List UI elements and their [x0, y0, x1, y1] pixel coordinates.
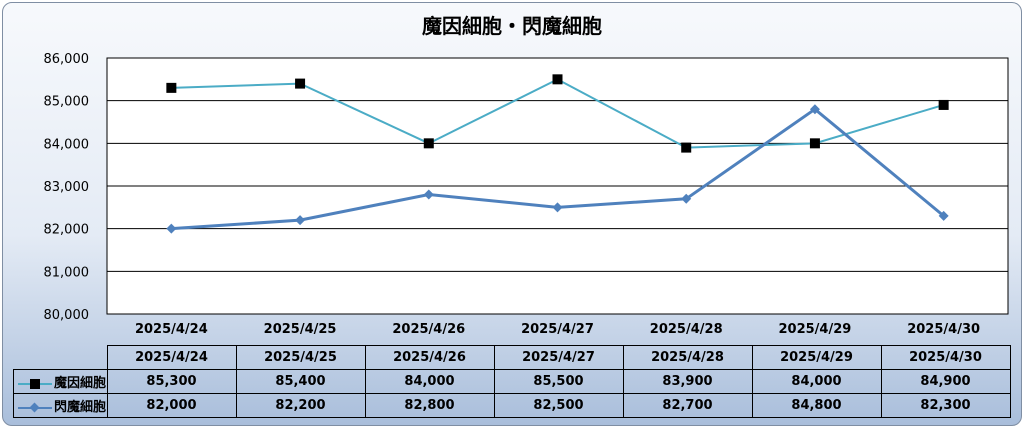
data-table-cell: 84,000	[751, 369, 882, 394]
data-table-cell: 82,200	[235, 393, 366, 418]
y-tick-label: 80,000	[44, 308, 90, 323]
data-table-category: 2025/4/30	[880, 345, 1011, 370]
legend-entry-series-2: 閃魔細胞	[13, 393, 108, 418]
data-point-square	[938, 99, 949, 110]
data-table-row-series-1: 魔因細胞 85,300 85,400 84,000 85,500 83,900 …	[13, 369, 1011, 394]
data-point-square	[295, 78, 306, 89]
y-tick-label: 82,000	[44, 223, 90, 238]
data-point-diamond	[809, 104, 820, 115]
x-tick-label: 2025/4/30	[907, 322, 980, 337]
y-tick-label: 86,000	[44, 52, 90, 67]
data-point-diamond	[552, 202, 563, 213]
x-tick-label: 2025/4/27	[521, 322, 594, 337]
data-table-cell: 82,300	[880, 393, 1011, 418]
data-table-row-series-2: 閃魔細胞 82,000 82,200 82,800 82,500 82,700 …	[13, 393, 1011, 418]
x-tick-label: 2025/4/25	[264, 322, 337, 337]
data-point-square	[423, 138, 434, 149]
data-table-cell: 85,400	[235, 369, 366, 394]
x-tick-label: 2025/4/29	[779, 322, 852, 337]
legend-label: 魔因細胞	[54, 376, 107, 391]
y-tick-label: 81,000	[44, 265, 90, 280]
data-point-square	[552, 74, 563, 85]
data-point-square	[809, 138, 820, 149]
line-chart: 80,000 81,000 82,000 83,000 84,000 85,000 86,0…	[44, 52, 1009, 337]
x-tick-label: 2025/4/26	[392, 322, 465, 337]
data-table-category: 2025/4/24	[106, 345, 237, 370]
x-tick-label: 2025/4/28	[650, 322, 723, 337]
data-table-cell: 82,000	[106, 393, 237, 418]
data-table-cell: 85,300	[106, 369, 237, 394]
data-point-square	[681, 142, 692, 153]
data-point-diamond	[938, 210, 949, 221]
chart-title: 魔因細胞・閃魔細胞	[422, 14, 602, 38]
data-table-category: 2025/4/26	[364, 345, 495, 370]
data-table-corner	[13, 345, 108, 370]
data-point-diamond	[166, 223, 177, 234]
data-table-cell: 84,000	[364, 369, 495, 394]
data-table-cell: 84,800	[751, 393, 882, 418]
legend-label: 閃魔細胞	[54, 400, 107, 415]
data-table-category: 2025/4/29	[751, 345, 882, 370]
data-table-category: 2025/4/28	[622, 345, 753, 370]
data-table-header-row: 2025/4/24 2025/4/25 2025/4/26 2025/4/27 …	[13, 345, 1011, 370]
data-table-cell: 85,500	[493, 369, 624, 394]
data-table: 2025/4/24 2025/4/25 2025/4/26 2025/4/27 …	[13, 345, 1011, 418]
y-tick-label: 83,000	[44, 180, 90, 195]
data-table-cell: 82,800	[364, 393, 495, 418]
legend-key-square-marker	[18, 378, 52, 390]
y-tick-label: 85,000	[44, 95, 90, 110]
data-point-diamond	[295, 215, 306, 226]
plot-border	[106, 57, 1009, 315]
data-table-category: 2025/4/25	[235, 345, 366, 370]
data-point-square	[166, 82, 177, 93]
data-point-diamond	[681, 193, 692, 204]
legend-key-diamond-marker	[18, 402, 52, 414]
data-table-cell: 82,700	[622, 393, 753, 418]
data-table-cell: 83,900	[622, 369, 753, 394]
data-point-diamond	[423, 189, 434, 200]
x-tick-label: 2025/4/24	[135, 322, 208, 337]
data-table-cell: 82,500	[493, 393, 624, 418]
legend-entry-series-1: 魔因細胞	[13, 369, 108, 394]
y-tick-label: 84,000	[44, 137, 90, 152]
data-table-category: 2025/4/27	[493, 345, 624, 370]
data-table-cell: 84,900	[880, 369, 1011, 394]
